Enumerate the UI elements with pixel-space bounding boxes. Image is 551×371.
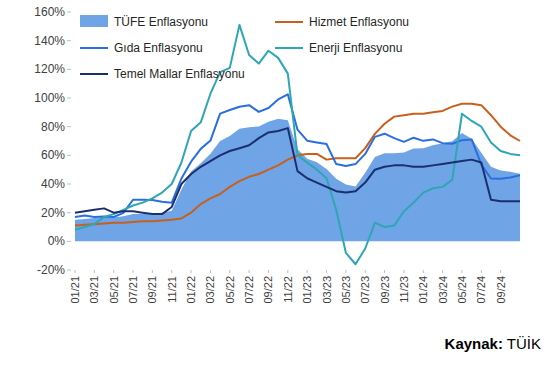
legend-swatch: [275, 47, 303, 49]
x-tick: [365, 270, 366, 273]
x-tick: [423, 270, 424, 273]
x-tick: [326, 270, 327, 273]
x-tick: [75, 270, 76, 273]
legend-swatch: [80, 47, 108, 49]
legend-label: Hizmet Enflasyonu: [309, 15, 409, 29]
x-tick: [345, 270, 346, 273]
y-tick-label: 40%: [41, 177, 65, 191]
legend-label: TÜFE Enflasyonu: [114, 15, 208, 29]
y-tick: [67, 212, 71, 213]
x-tick: [403, 270, 404, 273]
x-tick-label: 01/21: [69, 276, 81, 304]
y-tick: [67, 126, 71, 127]
x-tick-label: 07/24: [475, 276, 487, 304]
y-tick-label: 0%: [48, 234, 66, 248]
x-tick: [461, 270, 462, 273]
legend-label: Temel Mallar Enflasyonu: [114, 67, 245, 81]
y-tick: [67, 40, 71, 41]
x-tick: [442, 270, 443, 273]
x-tick-label: 09/23: [379, 276, 391, 304]
x-tick: [249, 270, 250, 273]
x-tick: [113, 270, 114, 273]
y-tick-label: 120%: [34, 62, 65, 76]
x-tick-label: 01/22: [185, 276, 197, 304]
y-tick-label: 160%: [34, 5, 65, 19]
y-tick-label: 20%: [41, 206, 65, 220]
y-tick-label: 80%: [41, 120, 65, 134]
y-tick-label: 100%: [34, 91, 65, 105]
x-tick-label: 11/21: [166, 276, 178, 303]
y-tick: [67, 241, 71, 242]
legend-swatch: [275, 21, 303, 23]
line-series: [75, 128, 520, 214]
legend-swatch: [80, 73, 108, 75]
x-tick-label: 05/23: [340, 276, 352, 304]
x-tick: [500, 270, 501, 273]
x-tick-label: 11/23: [398, 276, 410, 303]
line-series: [75, 104, 520, 226]
x-tick: [171, 270, 172, 273]
x-tick-label: 07/23: [359, 276, 371, 304]
x-tick-label: 11/22: [282, 276, 294, 303]
source-label: Kaynak:: [445, 335, 503, 352]
x-tick: [481, 270, 482, 273]
x-tick-label: 09/22: [262, 276, 274, 304]
y-tick-label: -20%: [37, 263, 65, 277]
source-value: TÜİK: [503, 335, 541, 352]
x-tick-label: 03/22: [204, 276, 216, 304]
x-tick-label: 01/23: [301, 276, 313, 304]
chart: -20% 0% 20% 40% 60% 80% 100% 120% 140% 160% 01/21 0…: [0, 0, 551, 371]
x-tick-label: 05/24: [456, 276, 468, 304]
y-tick: [67, 69, 71, 70]
x-tick: [229, 270, 230, 273]
y-tick: [67, 12, 71, 13]
x-tick-label: 05/21: [108, 276, 120, 304]
x-tick-label: 09/21: [146, 276, 158, 304]
y-tick-label: 60%: [41, 148, 65, 162]
x-tick-label: 09/24: [495, 276, 507, 304]
x-tick-label: 03/23: [321, 276, 333, 304]
y-tick: [67, 270, 71, 271]
x-tick-label: 01/24: [417, 276, 429, 304]
line-series: [75, 25, 520, 264]
legend-swatch: [80, 15, 108, 27]
x-tick: [152, 270, 153, 273]
x-tick-label: 03/21: [88, 276, 100, 304]
y-tick: [67, 98, 71, 99]
legend-label: Gıda Enflasyonu: [114, 41, 203, 55]
y-tick-label: 140%: [34, 34, 65, 48]
x-tick-label: 05/22: [224, 276, 236, 304]
x-tick-label: 07/21: [127, 276, 139, 304]
plot-area: [75, 25, 520, 264]
y-tick: [67, 155, 71, 156]
x-tick: [210, 270, 211, 273]
x-tick: [268, 270, 269, 273]
x-tick: [307, 270, 308, 273]
x-tick: [384, 270, 385, 273]
x-tick-label: 07/22: [243, 276, 255, 304]
area-series: [75, 119, 520, 242]
x-tick: [94, 270, 95, 273]
x-tick: [133, 270, 134, 273]
y-tick: [67, 184, 71, 185]
x-tick-label: 03/24: [437, 276, 449, 304]
x-tick: [287, 270, 288, 273]
source: Kaynak: TÜİK: [445, 335, 541, 352]
x-tick: [191, 270, 192, 273]
legend-label: Enerji Enflasyonu: [309, 41, 402, 55]
